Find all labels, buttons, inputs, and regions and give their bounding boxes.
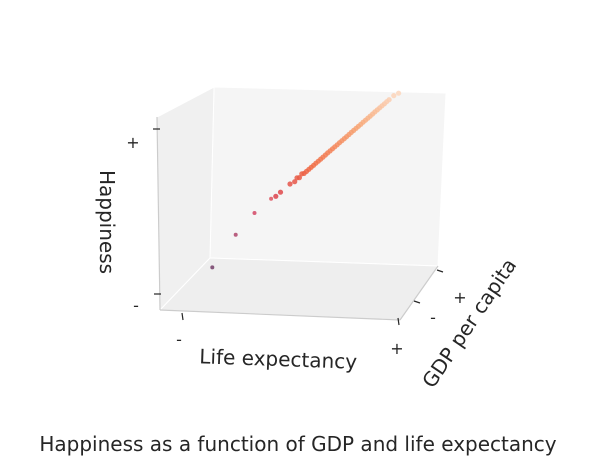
data-point bbox=[273, 193, 279, 199]
x-tick-label-minus: - bbox=[176, 330, 182, 349]
z-tick-label-minus: - bbox=[133, 296, 139, 315]
data-point bbox=[386, 97, 392, 103]
x-axis-line bbox=[159, 309, 401, 321]
data-point bbox=[292, 179, 298, 185]
y-tick-label-minus: - bbox=[430, 308, 436, 327]
data-point bbox=[391, 93, 397, 99]
data-point bbox=[210, 265, 215, 270]
data-point bbox=[252, 211, 257, 215]
data-point bbox=[269, 196, 274, 201]
z-axis-label: Happiness bbox=[95, 170, 119, 274]
x-tick-minus-mark bbox=[181, 312, 184, 321]
data-point bbox=[277, 189, 284, 195]
y-tick-minus-mark bbox=[413, 300, 421, 304]
z-tick-label-plus: + bbox=[126, 133, 139, 152]
data-point bbox=[296, 175, 302, 181]
x-tick-plus-mark bbox=[397, 317, 400, 326]
data-point bbox=[396, 90, 402, 96]
floor-pane bbox=[158, 257, 439, 321]
y-axis-line bbox=[399, 265, 439, 321]
data-point bbox=[233, 232, 238, 237]
back-pane bbox=[209, 86, 447, 267]
x-axis-label: Life expectancy bbox=[199, 344, 358, 373]
y-tick-plus-mark bbox=[436, 269, 444, 273]
chart-caption: Happiness as a function of GDP and life … bbox=[39, 432, 556, 456]
x-tick-label-plus: + bbox=[390, 339, 403, 358]
data-point bbox=[287, 181, 293, 187]
y-tick-label-plus: + bbox=[453, 288, 466, 307]
z-axis-line bbox=[156, 116, 161, 311]
scatter-points bbox=[210, 90, 402, 270]
